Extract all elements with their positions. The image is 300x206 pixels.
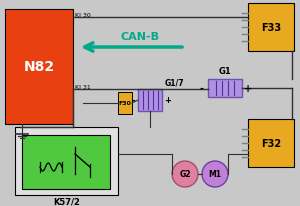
FancyBboxPatch shape — [15, 127, 118, 195]
Text: -: - — [131, 96, 135, 105]
Circle shape — [172, 161, 198, 187]
FancyBboxPatch shape — [248, 119, 294, 167]
FancyBboxPatch shape — [208, 80, 242, 97]
Circle shape — [202, 161, 228, 187]
Text: F32: F32 — [261, 138, 281, 148]
Text: F33: F33 — [261, 23, 281, 33]
FancyBboxPatch shape — [248, 4, 294, 52]
FancyBboxPatch shape — [5, 10, 73, 124]
Text: -: - — [200, 84, 204, 94]
Text: Kl 30: Kl 30 — [75, 13, 91, 18]
Text: M1: M1 — [208, 170, 221, 179]
Text: N82: N82 — [23, 60, 55, 74]
Text: G2: G2 — [179, 170, 191, 179]
Text: G1/7: G1/7 — [165, 79, 184, 88]
Text: CAN-B: CAN-B — [121, 32, 160, 42]
FancyBboxPatch shape — [118, 92, 132, 115]
Text: Kl 31: Kl 31 — [75, 85, 91, 90]
Text: G1: G1 — [219, 67, 231, 76]
Text: K57/2: K57/2 — [53, 197, 80, 206]
Text: +: + — [164, 96, 171, 105]
FancyBboxPatch shape — [22, 135, 110, 189]
Text: +: + — [244, 84, 252, 94]
FancyBboxPatch shape — [138, 90, 162, 111]
Text: F30: F30 — [118, 101, 131, 106]
